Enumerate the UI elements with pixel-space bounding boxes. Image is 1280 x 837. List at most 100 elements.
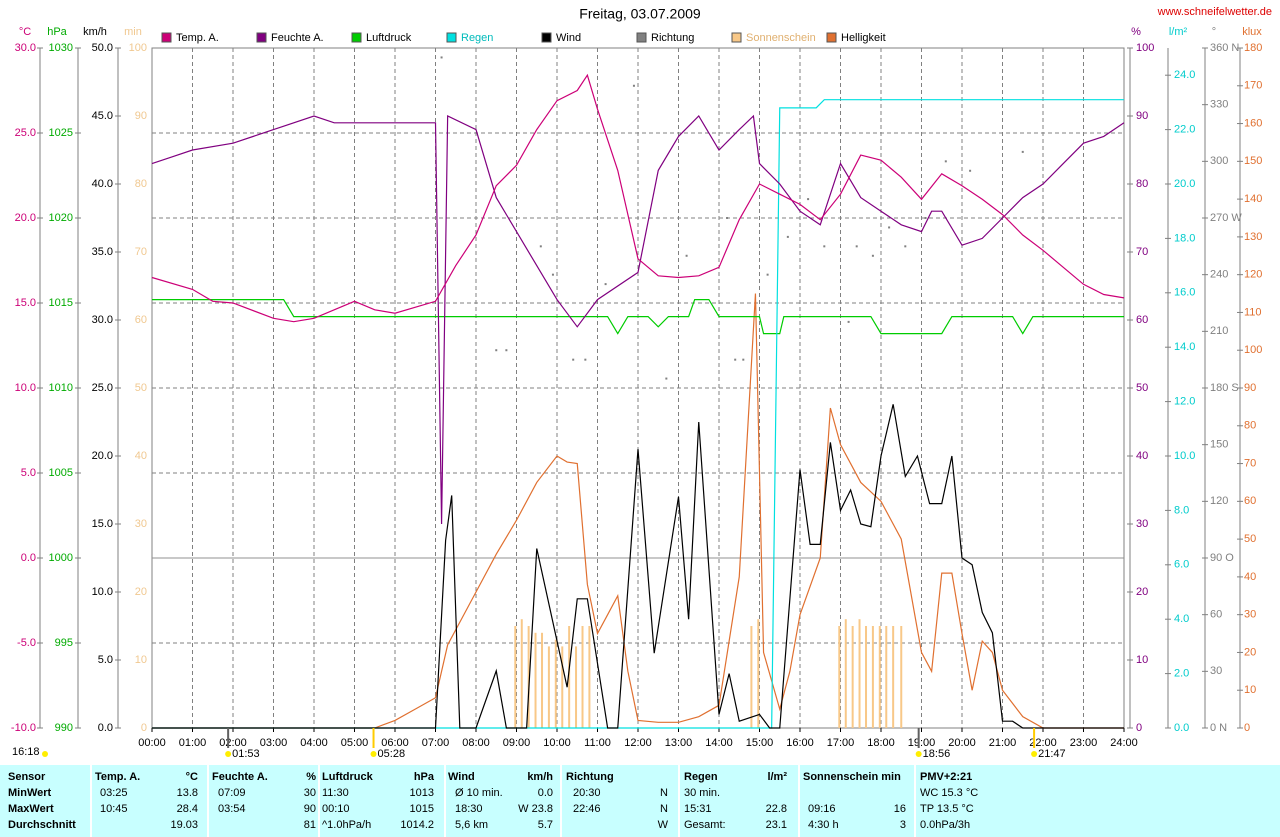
y-tick-label: 70 <box>135 246 147 258</box>
y-tick-label: 40.0 <box>92 178 113 190</box>
table-cell: Durchschnitt <box>8 819 76 831</box>
y-tick-label: 150 <box>1210 439 1228 451</box>
y-tick-label: 5.0 <box>21 467 36 479</box>
y-tick-label: 40 <box>135 450 147 462</box>
x-tick-label: 08:00 <box>462 737 490 749</box>
data-line <box>151 114 1125 525</box>
sun-icon <box>915 751 922 757</box>
table-cell: MaxWert <box>8 803 54 815</box>
y-tick-label: 0 <box>141 722 147 734</box>
legend-swatch <box>541 32 552 43</box>
data-line <box>152 404 1124 729</box>
y-tick-label: 40 <box>1136 450 1148 462</box>
y-tick-label: 20 <box>1136 586 1148 598</box>
sun-bar <box>527 626 530 728</box>
sun-bar <box>568 626 571 728</box>
source-link: www.schneifelwetter.de <box>1157 6 1272 18</box>
y-tick-label: 20.0 <box>92 450 113 462</box>
sun-bar <box>885 626 888 728</box>
x-tick-label: 21:00 <box>989 737 1017 749</box>
table-cell: Regen <box>684 771 718 783</box>
chart: Freitag, 03.07.2009 www.schneifelwetter.… <box>11 6 1272 760</box>
table-cell: N <box>660 803 668 815</box>
table-cell: °C <box>185 771 198 783</box>
axis-title: min <box>124 26 142 38</box>
y-tick-label: 0 N <box>1210 722 1227 734</box>
sun-bar <box>520 619 523 728</box>
y-tick-label: 10 <box>1136 654 1148 666</box>
separator <box>207 765 209 837</box>
time-label: 21:47 <box>1038 748 1066 760</box>
y-tick-label: 50.0 <box>92 42 113 54</box>
y-tick-label: 130 <box>1244 231 1262 243</box>
x-tick-label: 05:00 <box>341 737 369 749</box>
x-tick-label: 00:00 <box>138 737 166 749</box>
direction-dot <box>539 245 542 248</box>
y-tick-label: 60 <box>1244 495 1256 507</box>
y-tick-label: 150 <box>1244 155 1262 167</box>
sun-bar <box>581 626 584 728</box>
direction-dot <box>604 283 607 286</box>
table-cell: 90 <box>303 803 316 815</box>
x-tick-label: 10:00 <box>543 737 571 749</box>
sun-bar <box>561 646 564 728</box>
table-cell: l/m² <box>767 771 787 783</box>
separator <box>678 765 680 837</box>
y-tick-label: 20.0 <box>1174 178 1195 190</box>
time-label: 18:56 <box>923 748 951 760</box>
direction-dot <box>944 160 947 163</box>
y-tick-label: 15.0 <box>92 518 113 530</box>
legend-swatch <box>731 32 742 43</box>
direction-dot <box>685 254 688 257</box>
legend-swatch <box>446 32 457 43</box>
y-tick-label: 90 <box>1136 110 1148 122</box>
sun-bar <box>865 626 868 728</box>
x-tick-label: 24:00 <box>1110 737 1138 749</box>
y-tick-label: 995 <box>55 637 73 649</box>
y-tick-label: 80 <box>135 178 147 190</box>
direction-dot <box>1021 150 1024 153</box>
sun-icon <box>370 751 377 757</box>
x-tick-label: 17:00 <box>827 737 855 749</box>
legend-label: Feuchte A. <box>271 32 324 44</box>
direction-dot <box>734 358 737 361</box>
table-cell: 1014.2 <box>400 819 434 831</box>
table-cell: 81 <box>303 819 316 831</box>
y-tick-label: 1015 <box>49 297 73 309</box>
legend-label: Richtung <box>651 32 694 44</box>
direction-dot <box>665 377 668 380</box>
separator <box>444 765 446 837</box>
y-tick-label: 50 <box>1136 382 1148 394</box>
table-cell: 10:45 <box>100 803 128 815</box>
direction-dot <box>823 245 826 248</box>
sun-bar <box>541 632 544 728</box>
sun-bar <box>892 626 895 728</box>
table-cell: 07:09 <box>218 787 246 799</box>
y-tick-label: 100 <box>1136 42 1154 54</box>
sun-bar <box>858 619 861 728</box>
x-tick-label: 18:00 <box>867 737 895 749</box>
legend-swatch <box>351 32 362 43</box>
direction-dot <box>766 273 769 276</box>
direction-dot <box>786 235 789 238</box>
y-tick-label: 1020 <box>49 212 73 224</box>
x-tick-label: 01:00 <box>179 737 207 749</box>
table-cell: 13.8 <box>176 787 198 799</box>
separator <box>914 765 916 837</box>
time-label: 05:28 <box>378 748 406 760</box>
y-tick-label: 2.0 <box>1174 668 1189 680</box>
x-tick-label: 11:00 <box>584 737 611 749</box>
x-tick-label: 07:00 <box>422 737 450 749</box>
table-cell: Sensor <box>8 771 46 783</box>
y-tick-label: 30 <box>1136 518 1148 530</box>
legend-label: Sonnenschein <box>746 32 816 44</box>
axis-title: ° <box>1212 26 1216 38</box>
x-tick-label: 02:00 <box>219 737 247 749</box>
table-cell: hPa <box>413 771 434 783</box>
table-cell: 22:46 <box>573 803 601 815</box>
y-tick-label: 1005 <box>49 467 73 479</box>
x-tick-label: 03:00 <box>260 737 288 749</box>
y-tick-label: 4.0 <box>1174 613 1189 625</box>
x-tick-label: 22:00 <box>1029 737 1057 749</box>
